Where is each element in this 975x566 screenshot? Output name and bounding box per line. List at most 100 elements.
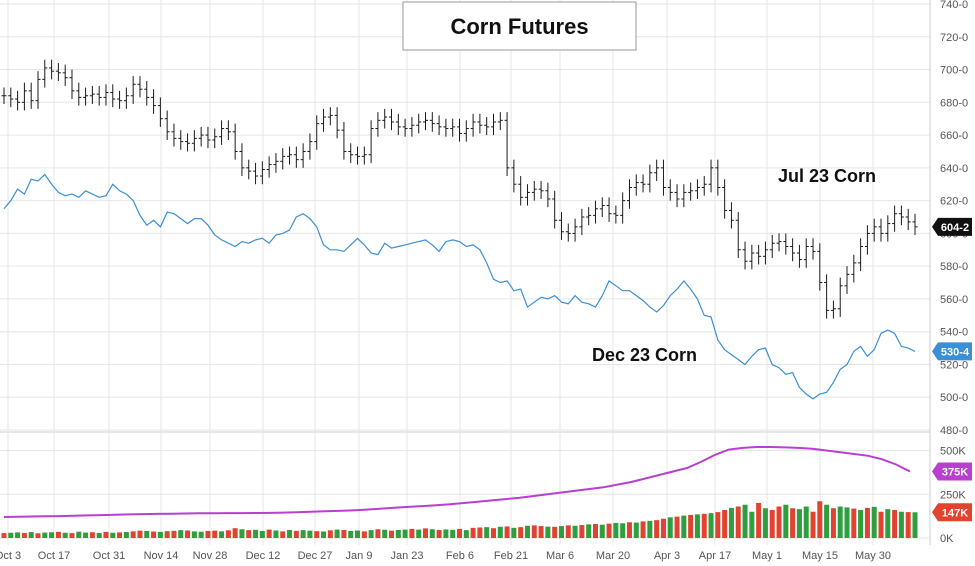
- jul-23-corn-bar: [205, 126, 211, 149]
- volume-bar: [83, 532, 89, 538]
- jul-23-corn-bar: [878, 218, 884, 242]
- badge-shape: [932, 217, 972, 236]
- open-interest-line: [3, 446, 911, 518]
- badge-shape: [932, 462, 972, 481]
- jul-23-corn-bar: [518, 176, 524, 206]
- price-tick-label: 540-0: [940, 327, 968, 339]
- volume-bar: [375, 529, 381, 538]
- jul-23-corn-bar: [864, 225, 870, 255]
- jul-23-corn-bar: [55, 62, 61, 82]
- dec-23-corn-line: [3, 173, 916, 400]
- price-tick-label: 480-0: [940, 425, 968, 437]
- price-tick-label: 560-0: [940, 294, 968, 306]
- jul-23-corn-bar: [436, 115, 442, 136]
- jul-23-corn-bar: [762, 241, 768, 265]
- volume-bar: [586, 524, 592, 538]
- chart-title: Corn Futures: [402, 1, 637, 51]
- jul-23-corn-bar: [477, 113, 483, 134]
- volume-bar: [776, 506, 782, 538]
- volume-bar: [321, 531, 327, 538]
- volume-bar: [749, 511, 755, 538]
- volume-bar: [232, 528, 238, 538]
- volume-bar: [382, 529, 388, 538]
- volume-bar: [1, 533, 7, 538]
- volume-bar: [817, 501, 823, 538]
- volume-bar: [300, 530, 306, 538]
- volume-bar: [259, 531, 265, 538]
- volume-bar: [8, 532, 14, 538]
- volume-bar: [423, 528, 429, 538]
- volume-bar: [871, 506, 877, 538]
- volume-bar: [844, 507, 850, 538]
- volume-bar: [538, 526, 544, 538]
- volume-bar: [756, 503, 762, 538]
- volume-bar: [803, 506, 809, 538]
- price-tick-label: 700-0: [940, 65, 968, 77]
- volume-bar: [898, 511, 904, 538]
- jul-23-corn-bar: [592, 200, 598, 224]
- jul-23-corn-bar: [457, 118, 462, 142]
- volume-bar: [287, 529, 293, 538]
- price-tick-label: 720-0: [940, 32, 968, 44]
- x-tick-label: Jan 23: [390, 550, 423, 562]
- volume-bar: [395, 529, 401, 538]
- jul-23-corn-bar: [314, 115, 320, 150]
- jul-23-corn-bar: [545, 182, 551, 208]
- volume-bar: [606, 523, 612, 538]
- x-tick-label: Dec 12: [246, 550, 281, 562]
- jul-23-corn-bar: [225, 120, 231, 140]
- volume-bar: [348, 531, 354, 538]
- volume-bar: [912, 512, 918, 538]
- volume-bar: [293, 530, 299, 538]
- volume-bar: [552, 526, 558, 538]
- x-tick-label: May 15: [802, 550, 838, 562]
- volume-bar: [402, 529, 408, 538]
- jul-23-corn-bar: [178, 130, 184, 150]
- jul-23-corn-bar: [810, 238, 816, 260]
- jul-23-corn-bar: [728, 202, 734, 229]
- volume-bar: [239, 529, 245, 538]
- volume-bar: [715, 512, 721, 538]
- jul-23-corn-bar: [253, 162, 259, 185]
- volume-bar: [429, 529, 435, 538]
- volume-bar: [266, 529, 272, 538]
- volume-bar: [307, 530, 313, 538]
- jul-23-corn-bar: [579, 208, 585, 236]
- jul-23-corn-bar: [742, 241, 748, 270]
- volume-bar: [558, 526, 564, 538]
- volume-bar: [246, 530, 252, 538]
- x-tick-label: May 30: [855, 550, 891, 562]
- volume-bar: [21, 532, 27, 538]
- jul-23-corn-bar: [130, 76, 136, 104]
- price-tick-label: 520-0: [940, 359, 968, 371]
- volume-bar: [810, 511, 816, 538]
- jul-23-corn-bar: [219, 120, 225, 145]
- jul-23-corn-bar: [144, 81, 150, 106]
- jul-23-corn-bar: [395, 113, 401, 136]
- jul-23-corn-bar: [735, 212, 741, 258]
- jul-23-corn-bar: [83, 87, 89, 106]
- jul-23-corn-bar: [756, 244, 762, 265]
- volume-bar: [762, 508, 768, 538]
- jul-23-corn-bar: [137, 76, 143, 98]
- price-tick-label: 580-0: [940, 261, 968, 273]
- volume-bar: [633, 522, 639, 538]
- volume-bar: [735, 506, 741, 538]
- x-tick-label: Nov 28: [193, 550, 228, 562]
- jul-23-corn-bar: [803, 238, 809, 268]
- jul-23-corn-bar: [89, 85, 95, 104]
- volume-bar: [280, 531, 286, 538]
- jul-23-corn-bar: [708, 159, 714, 193]
- volume-bar: [96, 532, 102, 538]
- volume-bar: [219, 531, 225, 538]
- jul-23-corn-bar: [783, 233, 789, 255]
- volume-bar: [640, 521, 646, 538]
- jul-23-corn-bar: [586, 207, 592, 226]
- volume-bar: [55, 531, 61, 538]
- volume-bar: [225, 530, 231, 538]
- volume-bar: [654, 520, 660, 538]
- jul-23-corn-bar: [613, 205, 619, 224]
- jul-23-corn-bar: [355, 146, 361, 165]
- jul-23-corn-bar: [246, 159, 252, 180]
- open-interest-series: [3, 446, 911, 518]
